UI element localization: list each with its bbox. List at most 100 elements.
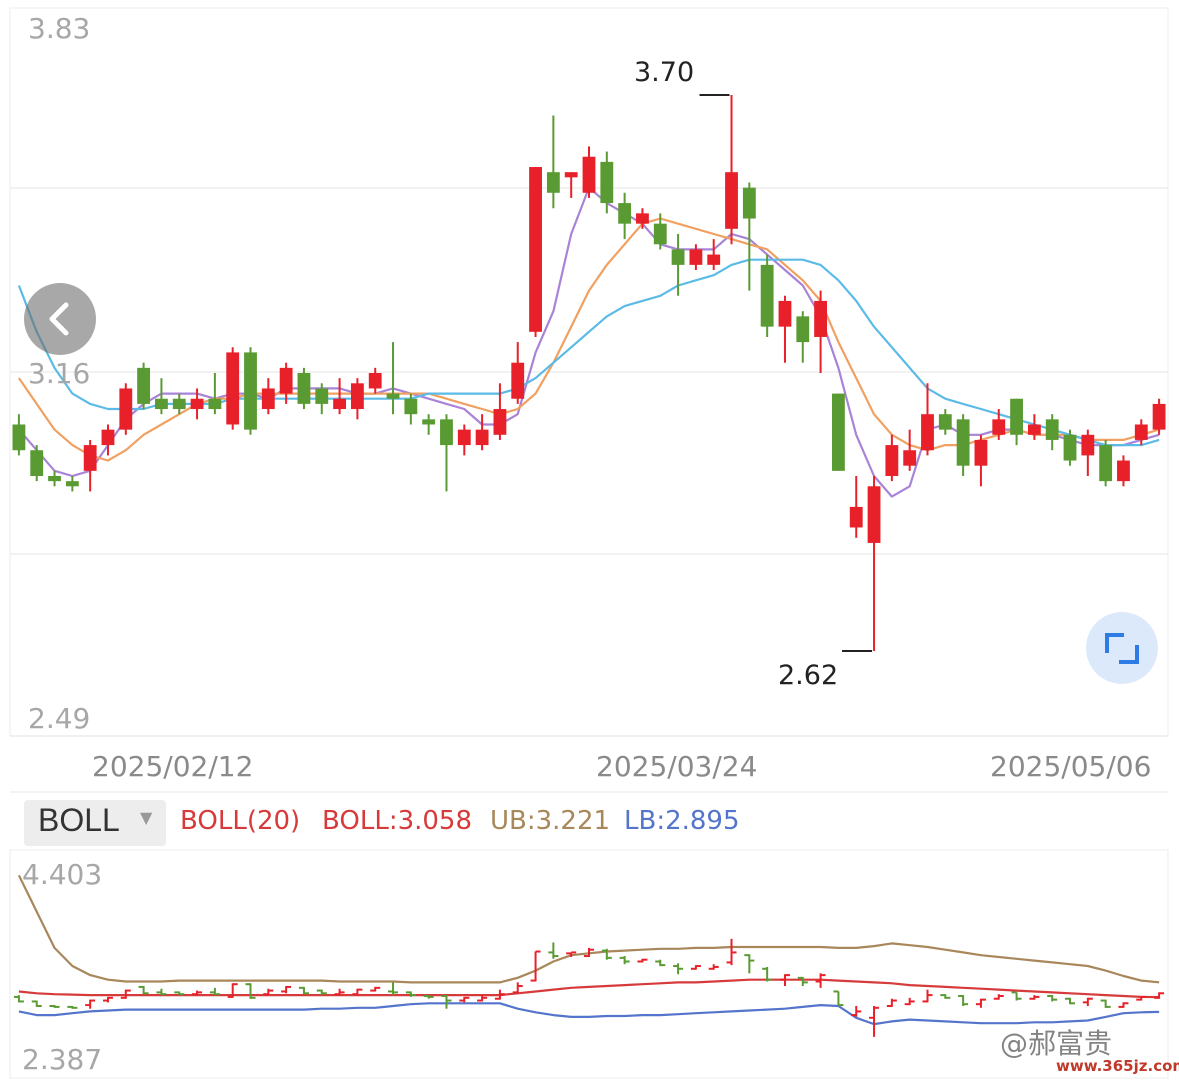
- boll-params-label: BOLL(20): [180, 806, 301, 836]
- candle-body: [297, 373, 311, 404]
- ub-value-label: UB:3.221: [490, 806, 611, 836]
- lb-value-label: LB:2.895: [624, 806, 740, 836]
- boll-value-label: BOLL:3.058: [322, 806, 473, 836]
- candle-body: [493, 409, 507, 435]
- y-axis-label-top: 3.83: [28, 12, 91, 45]
- candle-body: [1027, 424, 1041, 435]
- candle-body: [226, 352, 240, 425]
- candle-body: [760, 264, 774, 327]
- boll-line-boll: [18, 978, 1160, 999]
- fullscreen-button[interactable]: [1086, 612, 1158, 684]
- x-axis-label-1: 2025/02/12: [92, 750, 254, 783]
- fullscreen-icon: [1105, 633, 1139, 664]
- candle-body: [742, 187, 756, 219]
- candle-body: [796, 316, 810, 343]
- max-price-annotation: 3.70: [634, 57, 695, 88]
- candle-body: [707, 254, 721, 265]
- candle-body: [849, 506, 863, 528]
- indicator-mini-candles: [13, 938, 1165, 1037]
- candle-body: [30, 450, 44, 476]
- candle-body: [725, 172, 738, 229]
- candle-body: [546, 172, 560, 193]
- ma-line-3: [17, 258, 1160, 447]
- candle-body: [832, 393, 845, 471]
- candle-body: [48, 475, 61, 482]
- moving-average-lines: [17, 186, 1160, 498]
- candle-body: [671, 249, 685, 265]
- indicator-grid: [9, 849, 1169, 1079]
- candle-body: [190, 398, 204, 410]
- candle-body: [333, 398, 346, 410]
- candle-body: [1045, 419, 1059, 440]
- min-price-annotation: 2.62: [778, 660, 839, 691]
- candle-body: [279, 367, 293, 394]
- candle-body: [618, 203, 632, 224]
- candle-body: [155, 398, 168, 410]
- candle-body: [315, 388, 329, 404]
- candle-body: [974, 439, 988, 466]
- candle-body: [404, 398, 418, 415]
- candle-body: [867, 486, 881, 543]
- candle-body: [636, 213, 649, 224]
- candle-body: [1152, 403, 1166, 430]
- candle-body: [261, 388, 275, 410]
- y-axis-label-mid: 3.16: [28, 357, 91, 390]
- candle-body: [564, 172, 578, 178]
- candle-body: [440, 419, 453, 446]
- candle-body: [653, 223, 667, 245]
- indicator-y-label-top: 4.403: [22, 858, 103, 891]
- ma-line-1: [18, 186, 1160, 498]
- x-axis-label-2: 2025/03/24: [596, 750, 758, 783]
- watermark-url: www.365jz.com: [1056, 1057, 1179, 1075]
- candle-body: [368, 373, 382, 389]
- candle-body: [600, 161, 614, 204]
- candle-body: [689, 249, 703, 265]
- indicator-frame: [9, 849, 1169, 1079]
- candle-body: [1010, 398, 1023, 435]
- boll-line-lb: [18, 1002, 1160, 1026]
- candle-body: [119, 388, 133, 430]
- candle-body: [1081, 434, 1095, 456]
- candle-body: [814, 300, 828, 337]
- candle-body: [65, 481, 79, 487]
- candle-body: [137, 367, 151, 404]
- candle-body: [956, 419, 970, 466]
- candle-body: [1117, 460, 1130, 482]
- watermark-brand: @郝富贵: [1000, 1027, 1113, 1060]
- candle-body: [511, 362, 525, 399]
- candle-body: [778, 300, 792, 327]
- candle-body: [386, 393, 400, 399]
- candle-body: [1099, 445, 1113, 482]
- candle-body: [903, 450, 917, 466]
- main-chart-grid: [9, 7, 1169, 793]
- candle-body: [921, 414, 934, 451]
- indicator-y-label-bottom: 2.387: [22, 1043, 103, 1076]
- candle-body: [350, 383, 364, 410]
- candle-body: [582, 156, 596, 193]
- candle-body: [422, 419, 436, 425]
- candle-body: [101, 429, 115, 446]
- high-low-markers: [699, 93, 873, 653]
- candle-body: [172, 398, 186, 410]
- x-axis-label-3: 2025/05/06: [990, 750, 1152, 783]
- chevron-left-icon: [49, 302, 69, 336]
- candle-body: [83, 445, 97, 471]
- indicator-selector-label: BOLL: [38, 802, 120, 838]
- indicator-selector[interactable]: BOLL ▼: [24, 800, 166, 846]
- dropdown-caret-icon: ▼: [140, 808, 153, 827]
- candle-body: [244, 352, 257, 430]
- candle-body: [992, 419, 1006, 435]
- candlestick-series: [12, 94, 1166, 652]
- y-axis-label-bottom: 2.49: [28, 702, 91, 735]
- back-button[interactable]: [24, 283, 96, 355]
- candle-body: [12, 424, 26, 451]
- candle-body: [208, 398, 222, 410]
- ma-line-2: [17, 217, 1160, 462]
- candle-body: [1134, 424, 1148, 440]
- candle-body: [885, 445, 899, 476]
- candle-body: [938, 414, 952, 430]
- candle-body: [1063, 434, 1077, 461]
- candle-body: [475, 429, 489, 446]
- candle-body: [529, 167, 542, 332]
